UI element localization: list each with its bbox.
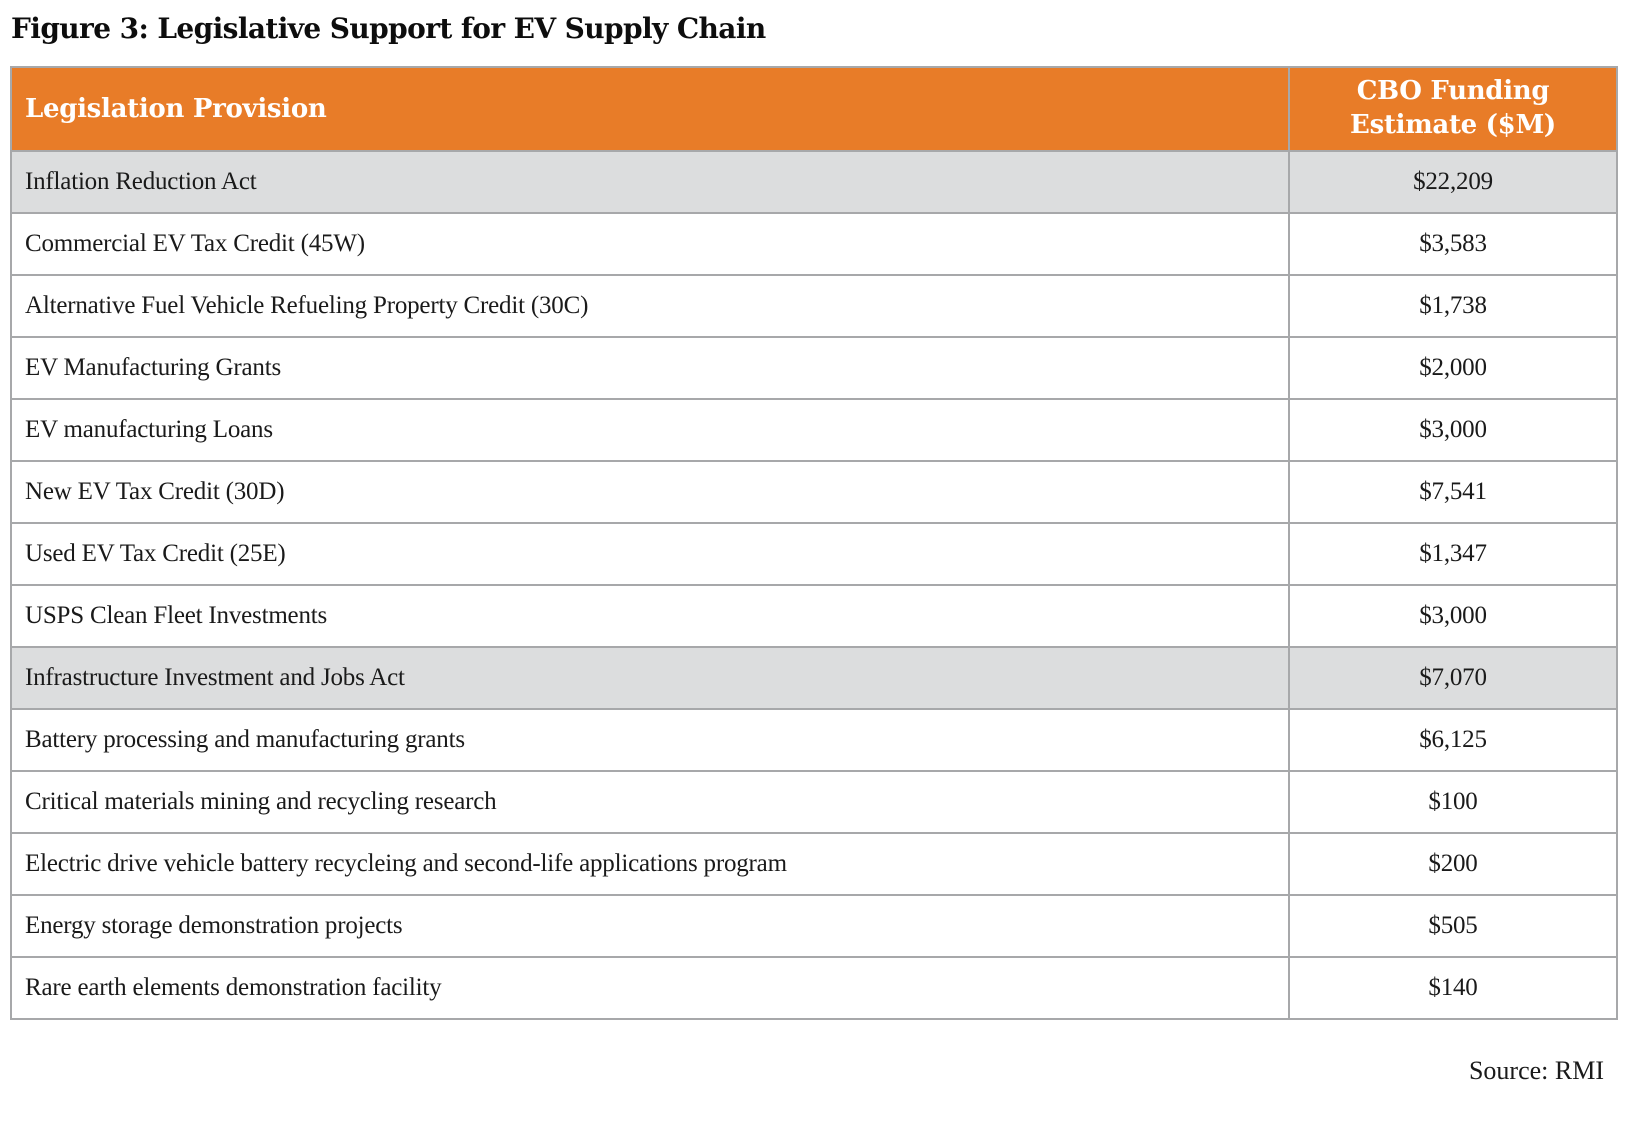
row-label: Energy storage demonstration projects [10, 894, 1290, 958]
row-label: EV manufacturing Loans [10, 398, 1290, 462]
row-value: $6,125 [1288, 708, 1618, 772]
row-value: $3,000 [1288, 398, 1618, 462]
table-row: Battery processing and manufacturing gra… [10, 708, 1618, 772]
table-row: Infrastructure Investment and Jobs Act $… [10, 646, 1618, 710]
row-value: $505 [1288, 894, 1618, 958]
row-label: Inflation Reduction Act [10, 150, 1290, 214]
row-label: Alternative Fuel Vehicle Refueling Prope… [10, 274, 1290, 338]
row-label: Critical materials mining and recycling … [10, 770, 1290, 834]
column-header-cbo-funding-estimate: CBO Funding Estimate ($M) [1288, 66, 1618, 152]
table-row: Inflation Reduction Act $22,209 [10, 150, 1618, 214]
row-label: Used EV Tax Credit (25E) [10, 522, 1290, 586]
row-label: EV Manufacturing Grants [10, 336, 1290, 400]
row-value: $3,583 [1288, 212, 1618, 276]
row-value: $100 [1288, 770, 1618, 834]
row-value: $22,209 [1288, 150, 1618, 214]
table-row: Used EV Tax Credit (25E) $1,347 [10, 522, 1618, 586]
row-value: $1,738 [1288, 274, 1618, 338]
row-label: Commercial EV Tax Credit (45W) [10, 212, 1290, 276]
row-label: Infrastructure Investment and Jobs Act [10, 646, 1290, 710]
legislation-table: Legislation Provision CBO Funding Estima… [10, 66, 1618, 1020]
row-value: $7,070 [1288, 646, 1618, 710]
figure-title: Figure 3: Legislative Support for EV Sup… [11, 12, 766, 45]
table-header: Legislation Provision CBO Funding Estima… [10, 66, 1618, 152]
table-row: Critical materials mining and recycling … [10, 770, 1618, 834]
row-label: Battery processing and manufacturing gra… [10, 708, 1290, 772]
table-row: Electric drive vehicle battery recyclein… [10, 832, 1618, 896]
table-row: Rare earth elements demonstration facili… [10, 956, 1618, 1020]
table-row: Commercial EV Tax Credit (45W) $3,583 [10, 212, 1618, 276]
row-label: Rare earth elements demonstration facili… [10, 956, 1290, 1020]
row-value: $7,541 [1288, 460, 1618, 524]
row-label: Electric drive vehicle battery recyclein… [10, 832, 1290, 896]
row-label: New EV Tax Credit (30D) [10, 460, 1290, 524]
table-row: New EV Tax Credit (30D) $7,541 [10, 460, 1618, 524]
source-attribution: Source: RMI [1468, 1056, 1604, 1085]
row-value: $1,347 [1288, 522, 1618, 586]
row-value: $2,000 [1288, 336, 1618, 400]
column-header-legislation-provision: Legislation Provision [10, 66, 1290, 152]
table-row: Energy storage demonstration projects $5… [10, 894, 1618, 958]
row-value: $200 [1288, 832, 1618, 896]
table-row: EV Manufacturing Grants $2,000 [10, 336, 1618, 400]
row-value: $140 [1288, 956, 1618, 1020]
report-page: Figure 3: Legislative Support for EV Sup… [10, 12, 1618, 1085]
row-label: USPS Clean Fleet Investments [10, 584, 1290, 648]
row-value: $3,000 [1288, 584, 1618, 648]
header-row: Legislation Provision CBO Funding Estima… [10, 66, 1618, 152]
table-body: Inflation Reduction Act $22,209 Commerci… [10, 150, 1618, 1020]
table-row: USPS Clean Fleet Investments $3,000 [10, 584, 1618, 648]
table-row: Alternative Fuel Vehicle Refueling Prope… [10, 274, 1618, 338]
table-row: EV manufacturing Loans $3,000 [10, 398, 1618, 462]
